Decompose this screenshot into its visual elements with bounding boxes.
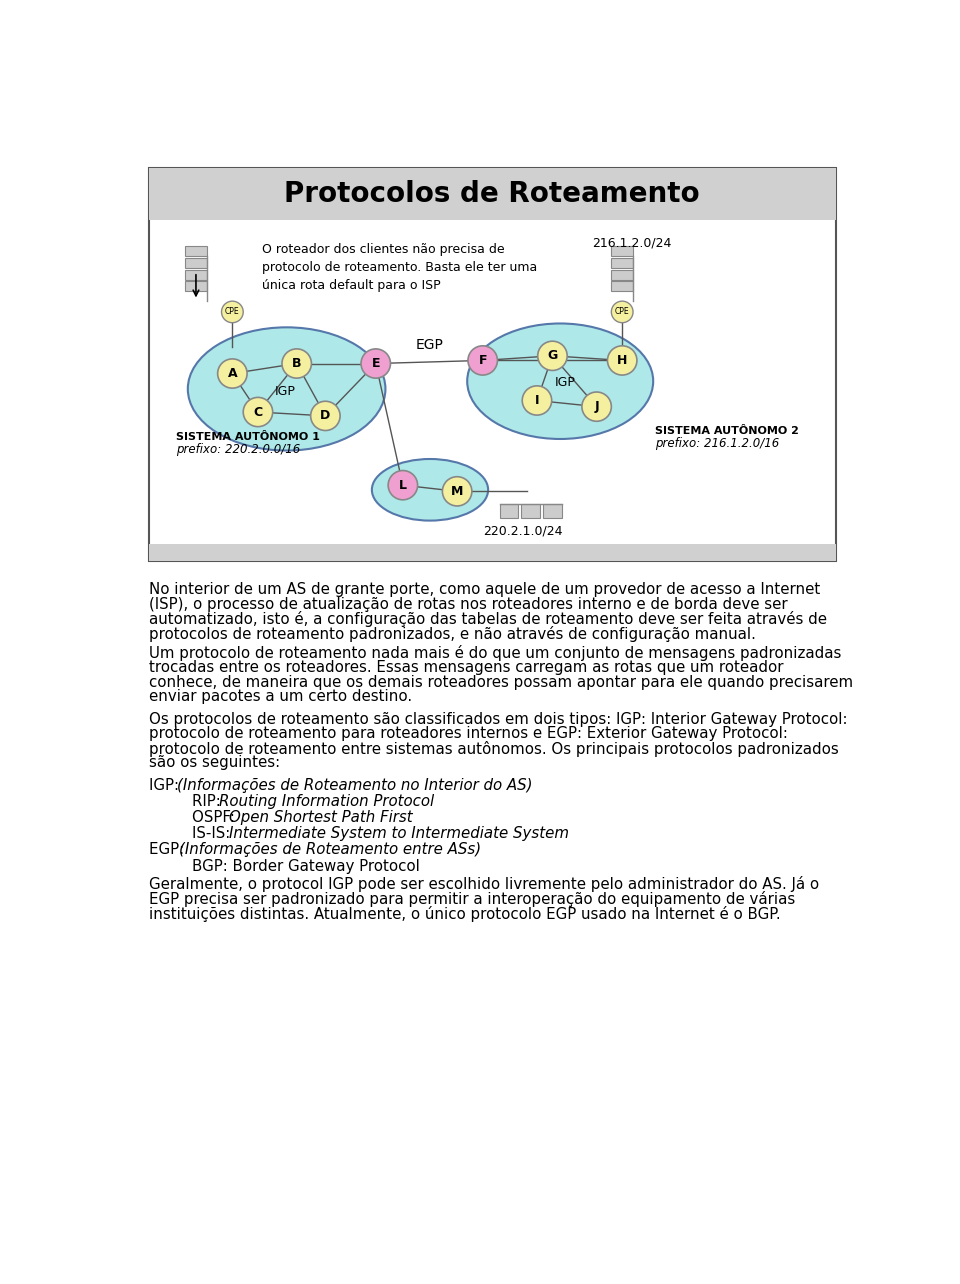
Text: E: E [372,357,380,370]
Bar [185,247,206,257]
Text: D: D [321,410,330,422]
Text: 220.2.1.0/24: 220.2.1.0/24 [483,525,563,538]
Circle shape [443,476,472,506]
Text: L: L [398,479,407,492]
Text: M: M [451,485,464,498]
Circle shape [243,398,273,426]
Circle shape [522,386,552,415]
Bar [150,168,836,561]
Text: C: C [253,406,262,419]
Bar [543,505,562,519]
Circle shape [608,345,636,375]
Text: CPE: CPE [225,307,240,316]
Circle shape [538,342,567,371]
Text: IGP: IGP [275,385,296,398]
Text: OSPF:: OSPF: [192,810,240,826]
Text: RIP:: RIP: [192,794,226,809]
Text: No interior de um AS de grante porte, como aquele de um provedor de acesso a Int: No interior de um AS de grante porte, co… [150,582,821,597]
Circle shape [361,349,391,379]
Bar [521,505,540,519]
Circle shape [582,392,612,421]
Text: G: G [547,349,558,362]
Text: prefixo: 220.2.0.0/16: prefixo: 220.2.0.0/16 [176,443,300,456]
Text: são os seguintes:: são os seguintes: [150,755,280,770]
Bar [185,258,206,268]
Text: IGP: IGP [555,375,576,389]
Circle shape [222,302,243,322]
Circle shape [612,302,633,322]
Text: Open Shortest Path First: Open Shortest Path First [229,810,413,826]
Text: EGP:: EGP: [150,842,189,858]
Ellipse shape [372,458,488,520]
Circle shape [468,345,497,375]
Text: prefixo: 216.1.2.0/16: prefixo: 216.1.2.0/16 [655,437,779,451]
Text: H: H [617,354,628,367]
Text: B: B [292,357,301,370]
Text: Um protocolo de roteamento nada mais é do que um conjunto de mensagens padroniza: Um protocolo de roteamento nada mais é d… [150,646,842,661]
Circle shape [311,401,340,430]
Text: enviar pacotes a um certo destino.: enviar pacotes a um certo destino. [150,690,413,704]
Text: IGP:: IGP: [150,778,184,792]
Text: SISTEMA AUTÔNOMO 2: SISTEMA AUTÔNOMO 2 [655,426,799,437]
Text: EGP precisa ser padronizado para permitir a interoperação do equipamento de vári: EGP precisa ser padronizado para permiti… [150,891,796,907]
Bar [500,505,518,519]
Text: I: I [535,394,540,407]
Bar [185,281,206,291]
Circle shape [218,360,247,388]
Text: IS-IS:: IS-IS: [192,827,235,841]
Ellipse shape [188,327,385,451]
Text: EGP: EGP [416,338,444,352]
Text: (Informações de Roteamento no Interior do AS): (Informações de Roteamento no Interior d… [177,778,532,792]
Text: trocadas entre os roteadores. Essas mensagens carregam as rotas que um roteador: trocadas entre os roteadores. Essas mens… [150,660,784,675]
Text: SISTEMA AUTÔNOMO 1: SISTEMA AUTÔNOMO 1 [176,433,320,443]
Text: Protocolos de Roteamento: Protocolos de Roteamento [284,180,700,208]
Bar [612,247,633,257]
Ellipse shape [468,324,653,439]
Text: Geralmente, o protocol IGP pode ser escolhido livremente pelo administrador do A: Geralmente, o protocol IGP pode ser esco… [150,877,820,892]
Text: Intermediate System to Intermediate System: Intermediate System to Intermediate Syst… [229,827,569,841]
Text: F: F [478,354,487,367]
Text: (Informações de Roteamento entre ASs): (Informações de Roteamento entre ASs) [179,842,481,858]
Text: automatizado, isto é, a configuração das tabelas de roteamento deve ser feita at: automatizado, isto é, a configuração das… [150,611,828,628]
Bar [612,258,633,268]
Text: protocolo de roteamento entre sistemas autônomos. Os principais protocolos padro: protocolo de roteamento entre sistemas a… [150,741,839,756]
Text: Routing Information Protocol: Routing Information Protocol [219,794,434,809]
Text: protocolo de roteamento para roteadores internos e EGP: Exterior Gateway Protoco: protocolo de roteamento para roteadores … [150,727,788,741]
Text: BGP: Border Gateway Protocol: BGP: Border Gateway Protocol [192,859,420,873]
Text: 216.1.2.0/24: 216.1.2.0/24 [591,236,671,249]
Text: CPE: CPE [615,307,630,316]
Text: Os protocolos de roteamento são classificados em dois tipos: IGP: Interior Gatew: Os protocolos de roteamento são classifi… [150,711,848,727]
Text: O roteador dos clientes não precisa de
protocolo de roteamento. Basta ele ter um: O roteador dos clientes não precisa de p… [262,243,537,291]
Bar [612,270,633,280]
Text: (ISP), o processo de atualização de rotas nos roteadores interno e de borda deve: (ISP), o processo de atualização de rota… [150,597,788,612]
Text: conhece, de maneira que os demais roteadores possam apontar para ele quando prec: conhece, de maneira que os demais rotead… [150,674,853,690]
Bar [150,168,836,221]
Bar [185,270,206,280]
Bar [150,543,836,561]
Text: A: A [228,367,237,380]
Circle shape [282,349,311,379]
Text: J: J [594,401,599,413]
Text: instituições distintas. Atualmente, o único protocolo EGP usado na Internet é o : instituições distintas. Atualmente, o ún… [150,905,781,922]
Bar [612,281,633,291]
Text: protocolos de roteamento padronizados, e não através de configuração manual.: protocolos de roteamento padronizados, e… [150,627,756,642]
Circle shape [388,470,418,499]
